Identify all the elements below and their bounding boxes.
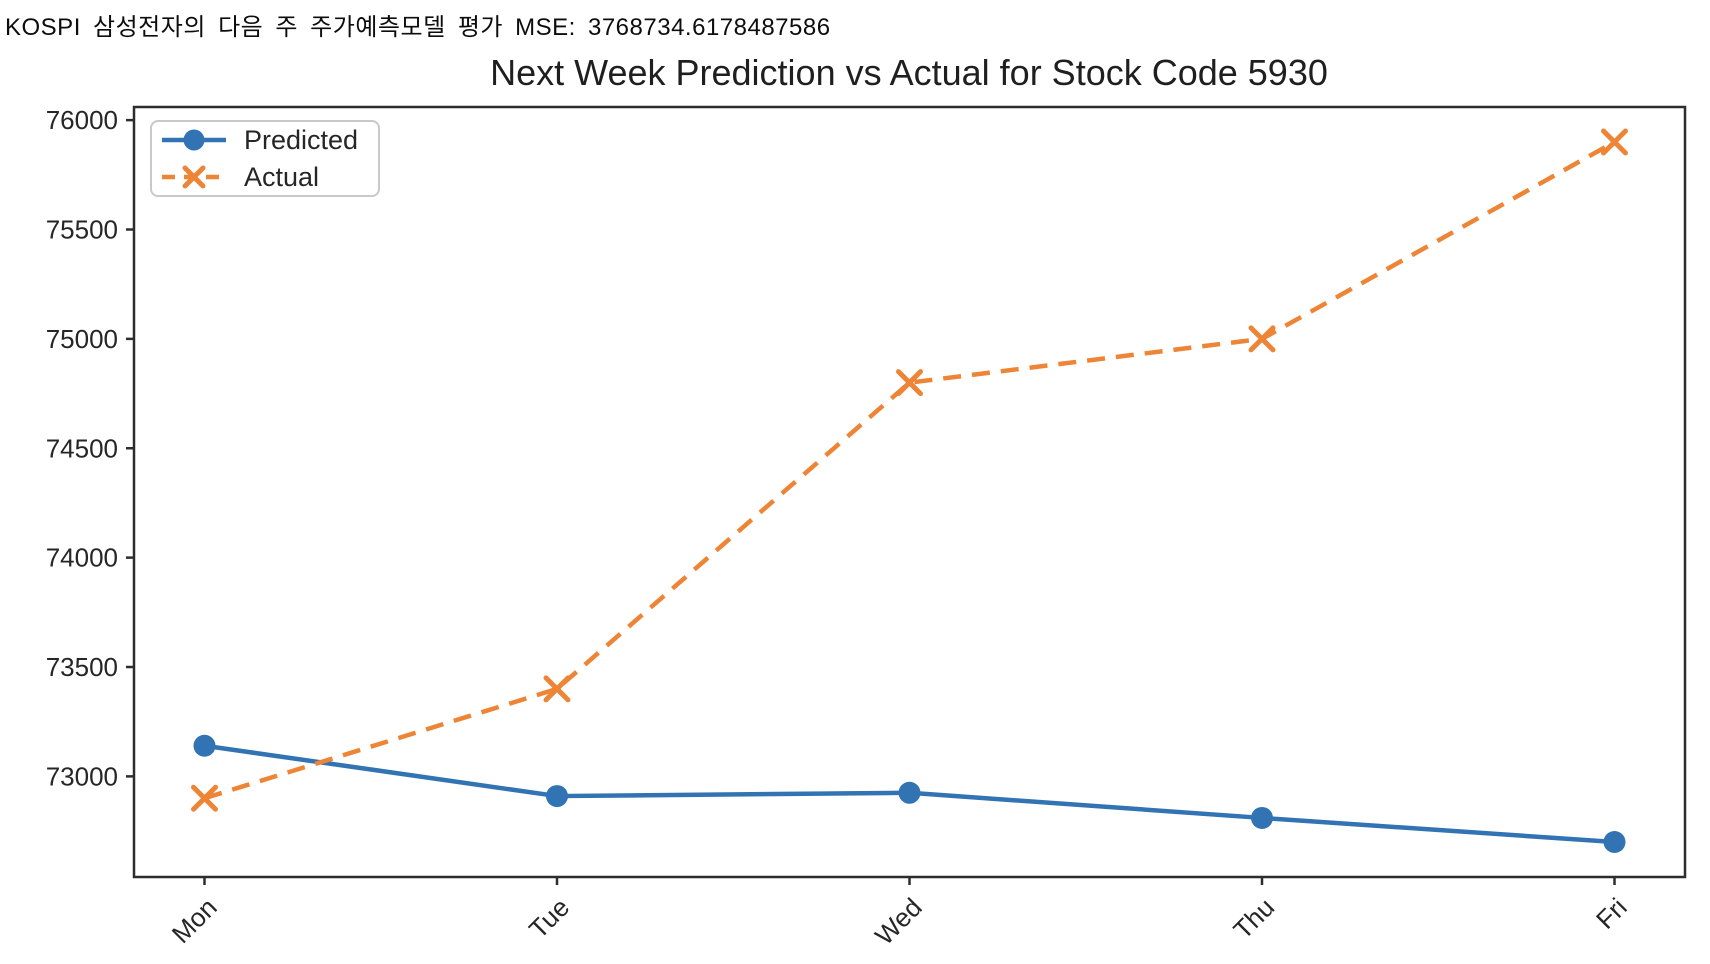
predicted-marker-Thu: [1251, 806, 1273, 829]
y-axis-tick-label-74000: 74000: [46, 543, 118, 573]
header-text: KOSPI 삼성전자의 다음 주 주가예측모델 평가 MSE: 3768734.…: [5, 14, 831, 41]
y-axis-tick-label-76000: 76000: [46, 105, 118, 135]
legend-label-actual: Actual: [244, 161, 320, 192]
legend: Predicted Actual: [150, 120, 380, 197]
legend-sample-marker: [183, 129, 205, 151]
y-axis-tick-label-75500: 75500: [46, 215, 118, 245]
actual-marker-Thu: [1248, 325, 1276, 353]
predicted-marker-Fri: [1603, 831, 1626, 853]
y-axis-tick-label-75000: 75000: [46, 324, 118, 354]
actual-line: [203, 140, 1616, 801]
actual-marker-Wed: [896, 369, 923, 397]
x-axis-tick-label-Wed: Wed: [869, 892, 928, 951]
actual-line-sample-icon: [162, 165, 226, 189]
y-axis-tick-label-73500: 73500: [46, 652, 118, 682]
x-axis-tick-label-Fri: Fri: [1590, 892, 1633, 935]
x-axis-tick-label-Thu: Thu: [1227, 892, 1280, 945]
predicted-marker-Tue: [546, 785, 568, 808]
actual-marker-Mon: [191, 784, 218, 812]
predicted-marker-Wed: [898, 781, 921, 804]
predicted-line-sample-icon: [162, 129, 226, 151]
chart-title: Next Week Prediction vs Actual for Stock…: [490, 52, 1328, 93]
x-axis-tick-label-Mon: Mon: [166, 892, 223, 949]
actual-marker-Tue: [543, 675, 571, 703]
legend-label-predicted: Predicted: [244, 124, 359, 155]
y-axis-tick-label-73000: 73000: [46, 761, 118, 791]
legend-row-actual: Actual: [160, 161, 378, 192]
predicted-marker-Mon: [193, 734, 216, 757]
legend-row-predicted: Predicted: [160, 124, 378, 155]
legend-sample-marker: [182, 165, 206, 189]
actual-marker-Fri: [1601, 128, 1628, 156]
x-axis-tick-label-Tue: Tue: [523, 892, 575, 944]
plot-frame: [132, 105, 1687, 879]
y-axis-tick-label-74500: 74500: [46, 433, 118, 463]
